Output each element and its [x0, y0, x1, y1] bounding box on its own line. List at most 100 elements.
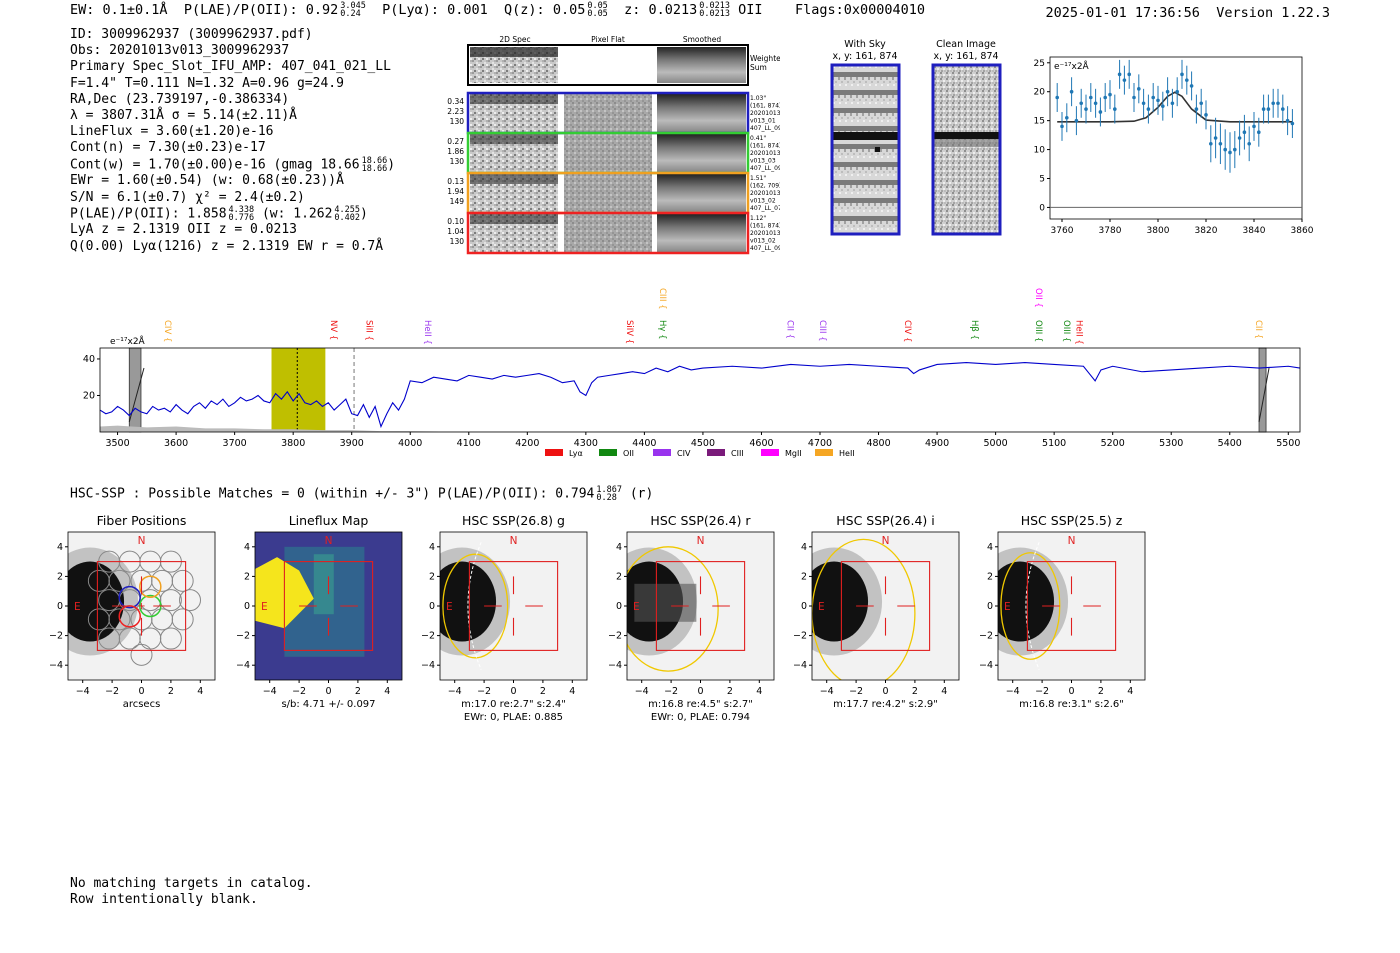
north-label: N	[1068, 535, 1076, 547]
spec-line-band	[271, 348, 326, 432]
fiber-circle	[108, 608, 131, 631]
search-box	[283, 561, 374, 651]
fit-data-point	[1247, 141, 1251, 146]
spec-xtick-label: 4700	[808, 438, 832, 449]
search-box	[1026, 561, 1117, 651]
panel-ytick-label: −4	[49, 660, 63, 671]
panel-xtick-label: −2	[292, 686, 306, 697]
aperture-ellipse	[442, 553, 509, 659]
panel-ytick-label: −2	[793, 631, 807, 642]
panel-ytick-label: −4	[979, 660, 993, 671]
fiber-weight-3: 130	[450, 237, 465, 246]
panel-ytick-label: −2	[49, 631, 63, 642]
spec-line-label: CII {	[785, 320, 795, 339]
fit-data-point	[1098, 110, 1103, 114]
fiber-pixel-flat	[564, 214, 652, 252]
spec-xtick-label: 5400	[1218, 438, 1242, 449]
east-label: E	[633, 601, 640, 613]
panel-xtick-label: −2	[664, 686, 678, 697]
galaxy-streak	[634, 583, 697, 622]
panel-xtick-label: 0	[325, 686, 331, 697]
fit-data-point	[1113, 107, 1117, 111]
fit-ytick-label: 15	[1034, 117, 1045, 127]
panel-xtick-label: 0	[510, 686, 516, 697]
panel-caption-1: m:17.7 re:4.2" s:2.9"	[833, 699, 938, 710]
clean-title: Clean Image	[936, 39, 996, 50]
fiber-weight-1: 0.27	[447, 137, 464, 146]
sum-label: Sum	[750, 63, 767, 72]
fiber-meta-4: v013_03	[750, 158, 776, 165]
panel-ytick-label: 4	[57, 542, 63, 553]
panel-xtick-label: −2	[1035, 686, 1049, 697]
fit-data-point	[1194, 107, 1199, 111]
spec-xtick-label: 3700	[223, 438, 247, 449]
fit-xtick-label: 3820	[1195, 226, 1218, 235]
fiber-meta-4: v013_02	[750, 238, 776, 245]
spec-xtick-label: 4600	[749, 438, 773, 449]
spec-line-marker: CIII {	[817, 320, 827, 342]
fit-data-point	[1175, 89, 1179, 94]
spec-line-label: OIII {	[1033, 320, 1043, 342]
fit-data-point	[1079, 101, 1083, 106]
info-sn: S/N = 6.1(±0.7) χ² = 2.4(±0.2)	[70, 189, 305, 205]
fiber-smoothed	[657, 214, 746, 252]
version: Version 1.22.3	[1216, 5, 1330, 21]
search-box	[96, 561, 187, 651]
fiber-meta-4: v013_02	[750, 198, 776, 205]
fit-data-point	[1060, 124, 1064, 129]
fit-data-point	[1271, 101, 1275, 106]
fiber-meta-3: 20201013	[750, 230, 780, 237]
fiber-meta-1: 0.41"	[750, 135, 766, 142]
fiber-pixel-flat	[564, 174, 652, 212]
header-plae: P(LAE)/P(OII): 0.92	[183, 2, 339, 18]
fit-data-point	[1069, 89, 1074, 94]
fit-data-point	[1170, 101, 1175, 106]
fiber-meta-5: 407_LL_095	[750, 245, 780, 252]
spec-legend-label: HeII	[839, 449, 855, 458]
fiber-meta-3: 20201013	[750, 150, 780, 157]
fiber-weight-1: 0.10	[447, 217, 464, 226]
fiber-circle	[130, 643, 153, 666]
panel-xtick-label: 2	[912, 686, 918, 697]
footer-line-2: Row intentionally blank.	[70, 891, 258, 907]
spec-mask-hatch	[1258, 367, 1270, 423]
fit-data-point	[1089, 95, 1093, 100]
crosshair-center: +	[137, 601, 145, 612]
fit-data-point	[1055, 95, 1059, 100]
info-plae: P(LAE)/P(OII): 1.858 4.338 0.776 (w: 1.262…	[70, 204, 368, 223]
spec-line-marker: CII {	[1253, 320, 1263, 339]
spec-line-marker: OIII {	[1033, 320, 1043, 342]
north-label: N	[138, 535, 146, 547]
spec-legend-label: OII	[623, 449, 634, 458]
imaging-panels: Fiber Positions + N E 4 2 0 −2 −4 −4 −2 0 2 4 arcsecs L…	[49, 513, 1146, 723]
fit-data-point	[1117, 72, 1122, 77]
panel-title: HSC SSP(26.4) r	[650, 513, 751, 528]
lineflux-green	[313, 554, 334, 615]
fiber-circle	[108, 569, 131, 592]
spec-xtick-label: 4900	[925, 438, 949, 449]
panel-caption-2: EWr: 0, PLAE: 0.794	[651, 712, 750, 723]
hsc-summary: HSC-SSP : Possible Matches = 0 (within +…	[70, 485, 654, 503]
header-plya: P(Lyα): 0.001	[382, 2, 488, 18]
spec-xtick-label: 3800	[281, 438, 305, 449]
fit-data-point	[1185, 78, 1189, 82]
spec-line-marker: HeII {	[1073, 320, 1083, 345]
info-contw: Cont(w) = 1.70(±0.00)e-16 (gmag 18.66 18.…	[70, 155, 396, 174]
spec-masked-region	[128, 347, 142, 433]
spec-line-marker: CIII {	[657, 288, 667, 310]
spec-line-marker: OIII {	[1061, 320, 1071, 342]
spec-ytick-label: 40	[83, 354, 95, 365]
fiber-meta-2: (161, 874)	[750, 223, 780, 230]
fiber-weight-3: 130	[450, 117, 465, 126]
panel-ytick-label: −2	[979, 631, 993, 642]
spec-line-label: CII {	[1253, 320, 1263, 339]
panel-caption-1: s/b: 4.71 +/- 0.097	[281, 699, 375, 710]
fit-data-point	[1180, 72, 1184, 77]
spec-line-label: HeII {	[422, 320, 432, 345]
spec-xtick-label: 3500	[105, 438, 129, 449]
fit-data-point	[1151, 95, 1155, 100]
fit-unit-label: e⁻¹⁷x2Å	[1054, 60, 1090, 72]
fit-xtick-label: 3840	[1243, 226, 1266, 235]
